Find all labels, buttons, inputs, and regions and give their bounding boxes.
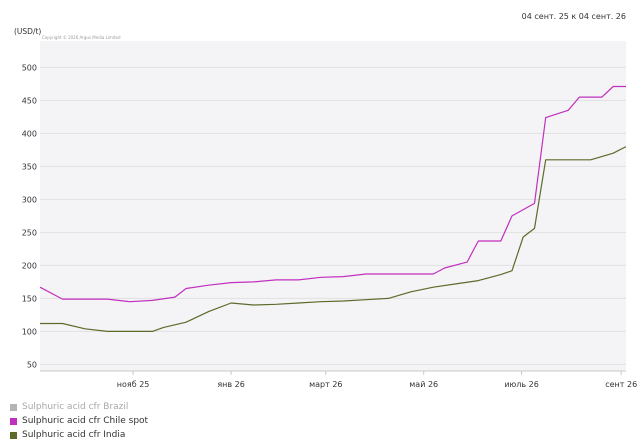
legend-swatch <box>10 403 17 411</box>
x-tick-label: май 26 <box>409 380 438 389</box>
legend-swatch <box>10 431 17 439</box>
x-tick-label: сент 26 <box>605 380 637 389</box>
x-tick-label: июль 26 <box>504 380 538 389</box>
legend-label: Sulphuric acid cfr Brazil <box>22 402 129 412</box>
tick-labels: 50 100 150 200 250 300 350 400 450 500 нояб 25 янв … <box>22 63 637 389</box>
x-tick-label: янв 26 <box>217 380 244 389</box>
series-line-1 <box>39 85 626 303</box>
legend-label: Sulphuric acid cfr Chile spot <box>22 416 149 426</box>
y-tick-label: 400 <box>22 129 37 138</box>
y-tick-label: 250 <box>22 228 37 237</box>
y-tick-label: 450 <box>22 96 37 105</box>
grid-lines <box>40 66 626 365</box>
y-tick-label: 300 <box>22 195 37 204</box>
y-tick-label: 200 <box>22 261 37 270</box>
y-axis-unit: (USD/t) <box>14 27 41 36</box>
x-tick-label: март 26 <box>309 380 342 389</box>
legend: Sulphuric acid cfr Brazil Sulphuric acid… <box>10 400 148 442</box>
y-tick-label: 50 <box>27 360 37 369</box>
y-tick-label: 150 <box>22 294 37 303</box>
y-tick-label: 100 <box>22 327 37 336</box>
legend-swatch <box>10 417 17 425</box>
date-range: 04 сент. 25 к 04 сент. 26 <box>522 12 626 21</box>
y-tick-label: 350 <box>22 162 37 171</box>
y-tick-label: 500 <box>22 63 37 72</box>
legend-label: Sulphuric acid cfr India <box>22 430 126 440</box>
legend-item-india[interactable]: Sulphuric acid cfr India <box>10 428 148 442</box>
x-tick-label: нояб 25 <box>117 380 150 389</box>
copyright-text: Copyright © 2026 Argus Media Limited <box>42 35 121 40</box>
legend-item-chile[interactable]: Sulphuric acid cfr Chile spot <box>10 414 148 428</box>
series-lines <box>39 85 627 332</box>
plot-area <box>40 41 626 371</box>
legend-item-brazil[interactable]: Sulphuric acid cfr Brazil <box>10 400 148 414</box>
series-line-2 <box>40 146 627 332</box>
